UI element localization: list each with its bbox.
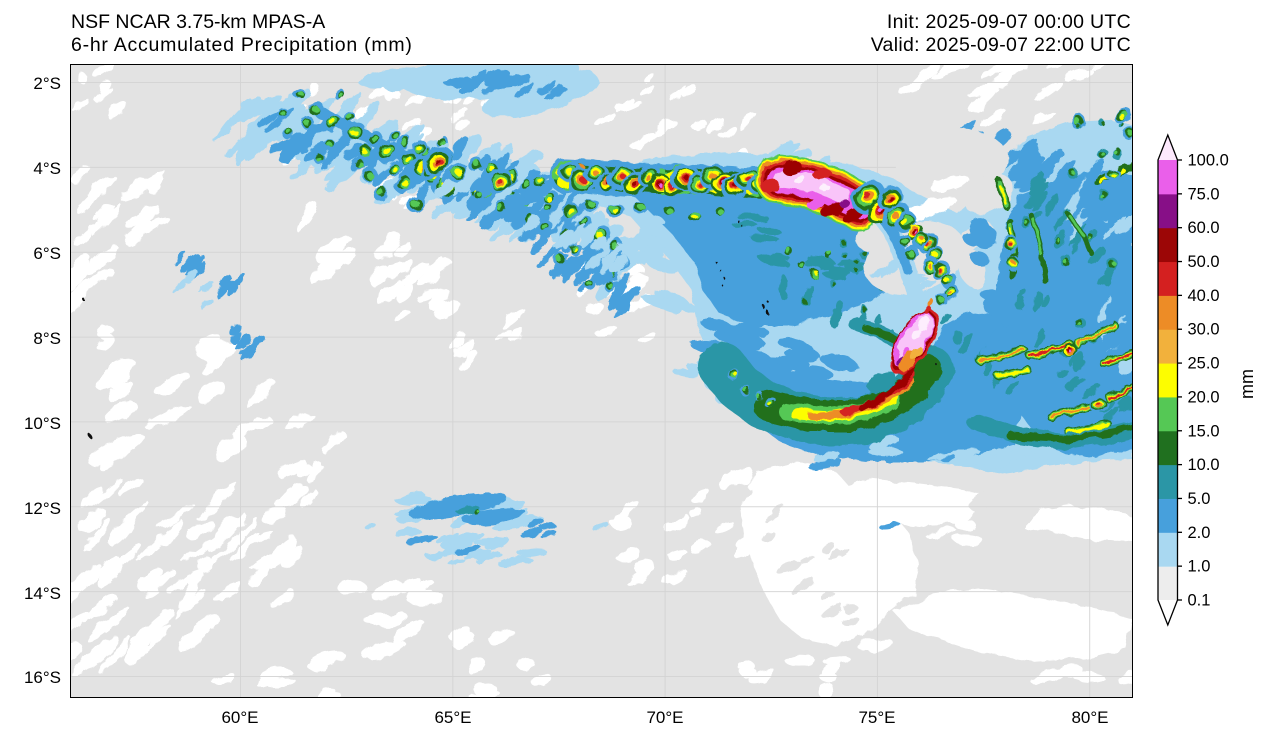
svg-text:50.0: 50.0 bbox=[1188, 253, 1220, 271]
svg-text:5.0: 5.0 bbox=[1188, 490, 1211, 508]
svg-text:100.0: 100.0 bbox=[1188, 152, 1229, 170]
svg-text:20.0: 20.0 bbox=[1188, 388, 1220, 406]
svg-text:40.0: 40.0 bbox=[1188, 287, 1220, 305]
svg-text:15.0: 15.0 bbox=[1188, 422, 1220, 440]
svg-text:2.0: 2.0 bbox=[1188, 524, 1211, 542]
svg-text:10.0: 10.0 bbox=[1188, 456, 1220, 474]
svg-text:mm: mm bbox=[1237, 369, 1257, 399]
svg-text:75.0: 75.0 bbox=[1188, 185, 1220, 203]
svg-text:60.0: 60.0 bbox=[1188, 219, 1220, 237]
svg-text:30.0: 30.0 bbox=[1188, 321, 1220, 339]
svg-text:1.0: 1.0 bbox=[1188, 558, 1211, 576]
svg-text:25.0: 25.0 bbox=[1188, 355, 1220, 373]
svg-text:0.1: 0.1 bbox=[1188, 592, 1211, 610]
